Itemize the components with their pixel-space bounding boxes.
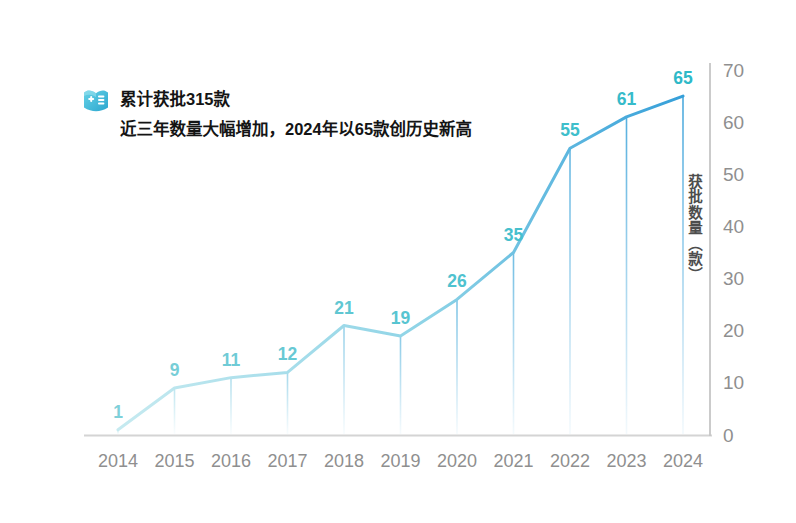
x-axis-label: 2020 [437,451,477,471]
data-point-label: 35 [504,225,524,245]
data-point-label: 9 [170,360,180,380]
y-tick-label: 20 [723,320,744,341]
y-tick-label: 0 [723,425,734,446]
x-axis-label: 2014 [98,451,138,471]
data-point-label: 26 [447,271,467,291]
x-axis-label: 2021 [493,451,533,471]
data-point-label: 65 [673,68,693,88]
x-axis-label: 2018 [324,451,364,471]
data-point-label: 21 [334,298,354,318]
x-axis-label: 2024 [663,451,703,471]
data-point-label: 55 [560,120,580,140]
chart-page: 累计获批315款 近三年数量大幅增加，2024年以65款创历史新高 010203… [0,0,796,523]
y-tick-label: 30 [723,268,744,289]
y-tick-label: 70 [723,60,744,81]
y-tick-label: 60 [723,112,744,133]
x-axis-label: 2015 [154,451,194,471]
data-point-label: 1 [113,402,123,422]
x-axis-label: 2017 [267,451,307,471]
line-chart: 0 10 20 30 40 50 60 70 2014 2015 2016 2017 2018 2019 2… [0,0,796,523]
data-point-label: 61 [617,89,637,109]
data-point-label: 19 [391,308,411,328]
x-axis-label: 2022 [550,451,590,471]
x-axis-label: 2019 [380,451,420,471]
y-tick-label: 40 [723,216,744,237]
y-tick-label: 50 [723,164,744,185]
x-axis-label: 2023 [606,451,646,471]
data-point-label: 11 [222,350,241,370]
data-point-label: 12 [278,344,298,364]
y-axis-title: 获批数量（款） [687,174,701,296]
x-axis-label: 2016 [211,451,251,471]
y-tick-label: 10 [723,372,744,393]
